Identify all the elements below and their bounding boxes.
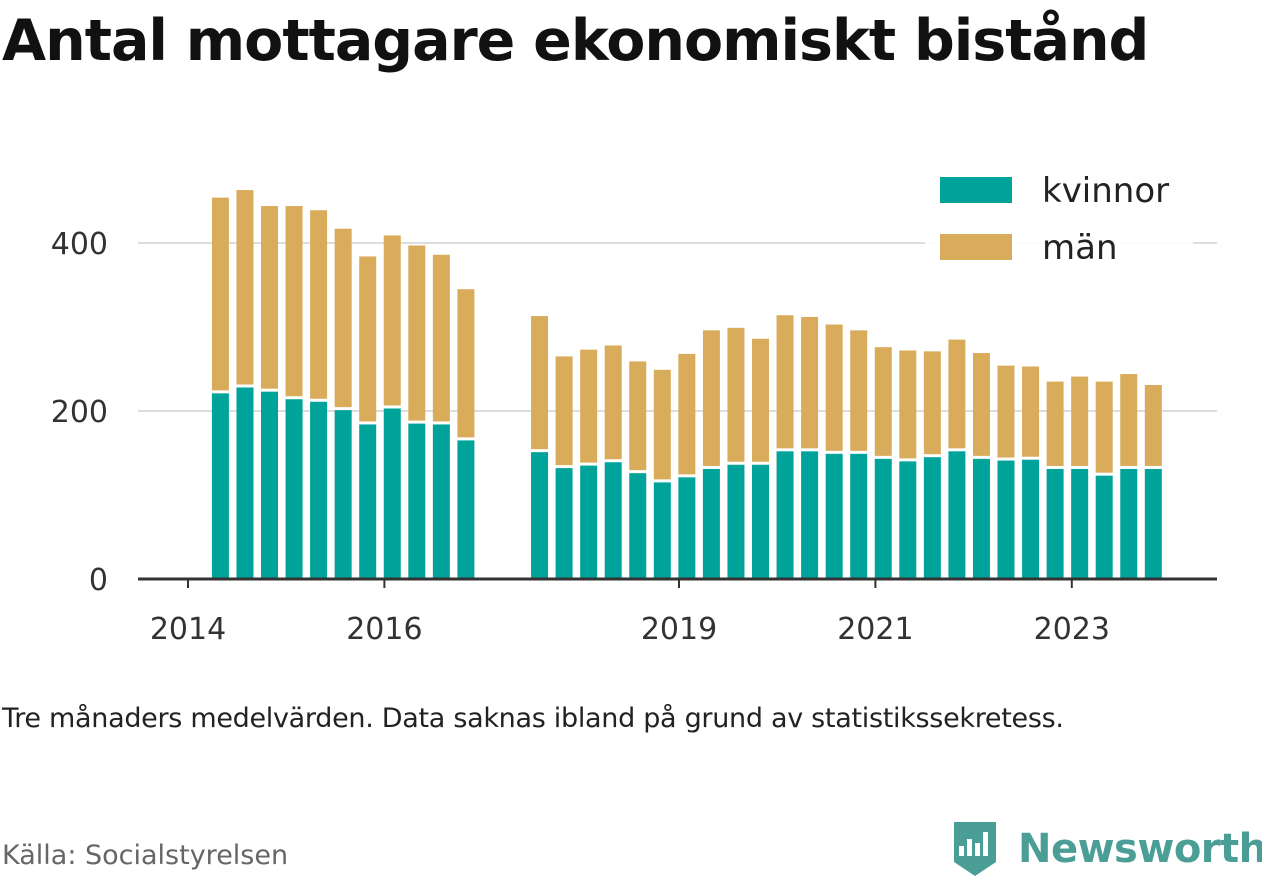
bar-man — [555, 356, 573, 466]
bar-kvinnor — [702, 468, 720, 579]
bar-kvinnor — [653, 482, 671, 579]
bar-man — [211, 197, 229, 391]
x-tick-label-2023: 2023 — [1034, 612, 1110, 647]
bar-man — [1071, 376, 1089, 466]
bar-kvinnor — [1120, 468, 1138, 579]
chart-note: Tre månaders medelvärden. Data saknas ib… — [2, 703, 1064, 734]
bar-man — [752, 338, 770, 462]
brand-logo: Newsworthy — [950, 820, 1262, 878]
y-tick-label-400: 400 — [51, 227, 108, 262]
bar-kvinnor — [899, 461, 917, 579]
bar-kvinnor — [629, 473, 647, 579]
bar-man — [1046, 381, 1064, 466]
legend-label-kvinnor: kvinnor — [1042, 171, 1169, 211]
bar-kvinnor — [997, 460, 1015, 579]
bar-man — [801, 316, 819, 449]
bar-man — [923, 351, 941, 455]
bar-man — [653, 369, 671, 480]
bar-kvinnor — [383, 408, 401, 579]
axes: 0 200 400 2014 2016 2019 2021 2023 — [51, 227, 1217, 647]
x-tick-label-2019: 2019 — [641, 612, 717, 647]
legend-swatch-kvinnor — [940, 177, 1012, 203]
bar-kvinnor — [727, 464, 745, 579]
x-tick-label-2021: 2021 — [837, 612, 913, 647]
y-tick-label-0: 0 — [89, 563, 108, 598]
bar-man — [236, 190, 254, 385]
bar-kvinnor — [972, 458, 990, 579]
bar-kvinnor — [580, 465, 598, 579]
bar-man — [408, 245, 426, 421]
bar-man — [580, 349, 598, 463]
bar-kvinnor — [604, 462, 622, 579]
bar-kvinnor — [359, 424, 377, 579]
x-tick-label-2016: 2016 — [346, 612, 422, 647]
chart-title: Antal mottagare ekonomiskt bistånd — [2, 8, 1149, 74]
bar-kvinnor — [555, 468, 573, 579]
x-tick-label-2014: 2014 — [150, 612, 226, 647]
legend-swatch-män — [940, 234, 1012, 260]
bar-man — [972, 353, 990, 456]
bar-man — [874, 347, 892, 456]
bar-kvinnor — [678, 477, 696, 579]
bar-kvinnor — [1095, 475, 1113, 579]
bar-man — [457, 289, 475, 438]
bar-kvinnor — [531, 452, 549, 579]
source-label: Källa: Socialstyrelsen — [2, 840, 289, 871]
bar-man — [359, 256, 377, 422]
bar-man — [383, 235, 401, 406]
bar-man — [1022, 366, 1040, 457]
bar-kvinnor — [1022, 459, 1040, 579]
bar-man — [629, 361, 647, 471]
bar-kvinnor — [776, 451, 794, 579]
bar-man — [432, 254, 450, 422]
bar-man — [1120, 374, 1138, 466]
chart: 0 200 400 2014 2016 2019 2021 2023 kvinnor män — [50, 168, 1217, 647]
bar-man — [285, 206, 303, 397]
bar-man — [531, 316, 549, 450]
bar-kvinnor — [236, 387, 254, 579]
bar-kvinnor — [801, 451, 819, 579]
bar-kvinnor — [850, 453, 868, 579]
bar-kvinnor — [261, 391, 279, 579]
bar-man — [850, 330, 868, 451]
bar-man — [899, 350, 917, 459]
brand-name: Newsworthy — [1018, 826, 1262, 872]
bar-kvinnor — [310, 401, 328, 579]
bar-man — [825, 324, 843, 451]
bar-kvinnor — [825, 453, 843, 579]
bar-man — [678, 353, 696, 475]
bar-man — [997, 365, 1015, 458]
bar-kvinnor — [1144, 468, 1162, 579]
bar-man — [948, 339, 966, 449]
bar-man — [727, 327, 745, 462]
newsworthy-logo-icon — [954, 822, 996, 876]
bar-kvinnor — [408, 423, 426, 579]
legend: kvinnor män — [925, 168, 1193, 276]
y-tick-label-200: 200 — [51, 395, 108, 430]
bar-kvinnor — [923, 457, 941, 579]
bar-kvinnor — [1046, 468, 1064, 579]
bar-kvinnor — [285, 399, 303, 579]
bar-man — [310, 210, 328, 399]
bar-man — [702, 330, 720, 466]
bar-man — [334, 228, 352, 408]
bar-man — [604, 345, 622, 460]
legend-label-män: män — [1042, 228, 1118, 268]
bar-kvinnor — [432, 424, 450, 579]
bar-man — [1095, 381, 1113, 473]
bar-kvinnor — [457, 440, 475, 579]
bar-kvinnor — [1071, 468, 1089, 579]
bar-kvinnor — [874, 458, 892, 579]
bar-man — [1144, 384, 1162, 466]
bar-kvinnor — [752, 464, 770, 579]
bar-kvinnor — [948, 451, 966, 579]
bar-kvinnor — [211, 393, 229, 579]
bar-man — [261, 206, 279, 389]
bar-man — [776, 315, 794, 449]
bars — [211, 190, 1162, 579]
bar-kvinnor — [334, 410, 352, 579]
